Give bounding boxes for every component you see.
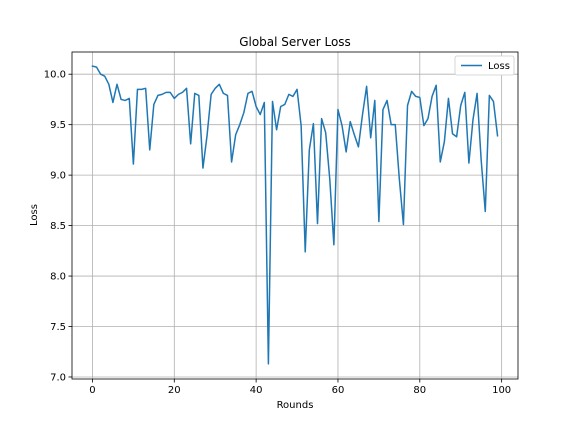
axis-ticks: 0 20 40 60 80 100 7.0 7.5 8.0 8.5 9.0 9.5 10.0 bbox=[44, 70, 511, 396]
x-tick-label: 60 bbox=[332, 385, 345, 396]
y-tick-label: 7.5 bbox=[50, 322, 66, 333]
legend-label-loss: Loss bbox=[488, 61, 510, 72]
x-axis-label: Rounds bbox=[277, 400, 314, 411]
x-tick-label: 80 bbox=[413, 385, 426, 396]
y-tick-label: 8.5 bbox=[50, 221, 66, 232]
y-tick-label: 10.0 bbox=[44, 70, 66, 81]
series-layer bbox=[91, 65, 499, 365]
y-axis-label: Loss bbox=[29, 204, 40, 226]
y-tick-label: 9.5 bbox=[50, 120, 66, 131]
x-tick-label: 0 bbox=[89, 385, 95, 396]
x-tick-label: 20 bbox=[168, 385, 181, 396]
grid-lines bbox=[72, 52, 518, 379]
legend-box bbox=[454, 55, 515, 76]
y-tick-label: 9.0 bbox=[50, 171, 66, 182]
y-tick-label: 8.0 bbox=[50, 272, 66, 283]
legend: Loss bbox=[454, 55, 515, 76]
x-tick-label: 100 bbox=[492, 385, 511, 396]
series-line-loss bbox=[91, 65, 499, 365]
chart-title: Global Server Loss bbox=[239, 35, 351, 49]
plot-frame bbox=[71, 51, 519, 380]
x-tick-label: 40 bbox=[250, 385, 263, 396]
y-tick-label: 7.0 bbox=[50, 372, 66, 383]
